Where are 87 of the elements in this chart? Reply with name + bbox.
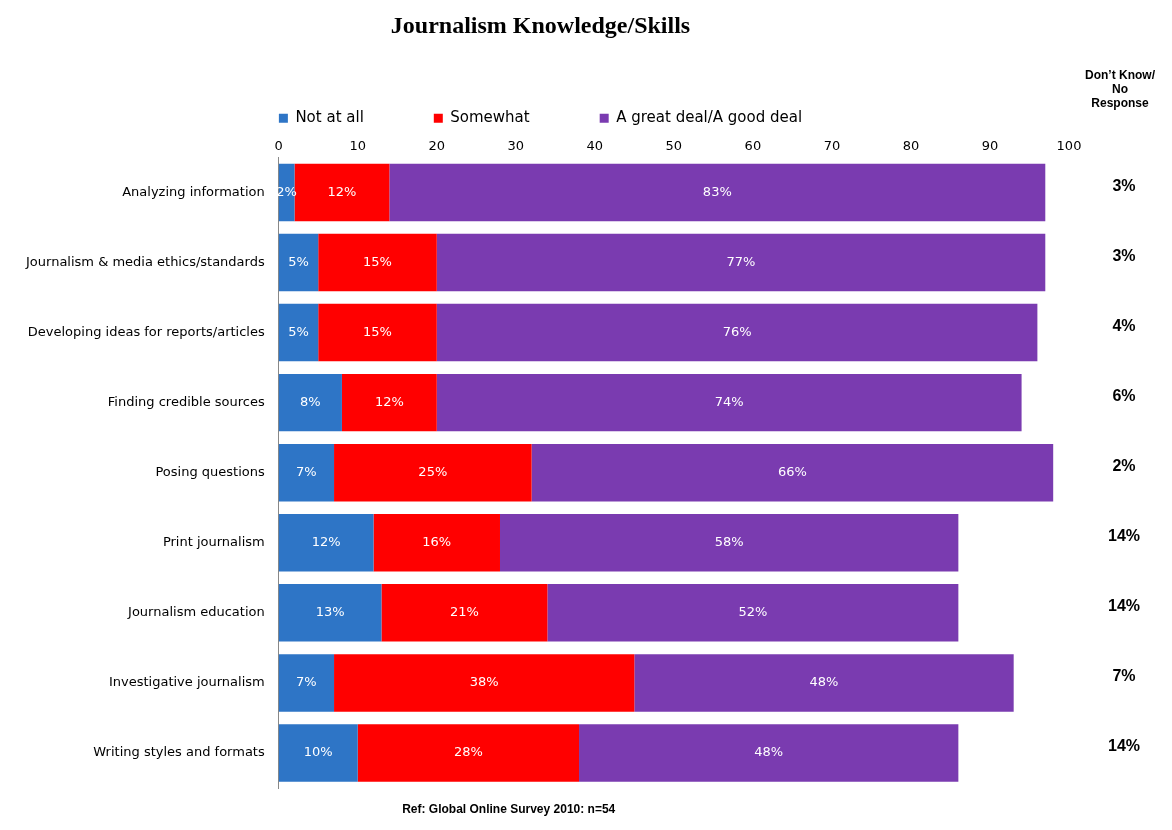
x-tick-label: 100 — [1056, 137, 1082, 153]
data-label: 76% — [722, 323, 752, 339]
bar — [278, 724, 358, 782]
bar — [278, 233, 319, 292]
bar — [278, 654, 335, 712]
y-tick-label: Print journalism — [162, 534, 265, 550]
data-label: 58% — [714, 534, 744, 550]
x-tick-label: 40 — [586, 137, 604, 153]
data-label: 25% — [418, 464, 448, 480]
y-tick-label: Journalism education — [127, 604, 265, 620]
data-label: 7% — [296, 674, 317, 690]
bar — [634, 654, 1014, 712]
data-label: 5% — [288, 323, 309, 339]
bar — [334, 443, 532, 502]
text: 14% — [1107, 597, 1141, 615]
chart-title: Journalism Knowledge/Skills — [390, 11, 691, 38]
y-tick-label: Developing ideas for reports/articles — [27, 323, 265, 339]
y-tick-label: Posing questions — [155, 464, 265, 480]
x-tick-label: 50 — [665, 137, 683, 153]
bar — [547, 584, 959, 642]
data-label: 8% — [300, 394, 321, 410]
text: Don’t Know/ No Response — [1085, 68, 1156, 111]
y-tick-label: Journalism & media ethics/standards — [25, 253, 265, 269]
data-label: 77% — [726, 253, 756, 269]
data-label: 66% — [777, 464, 807, 480]
x-tick-label: 80 — [902, 137, 920, 153]
data-label: 10% — [303, 744, 333, 760]
legend-label: Not at all — [295, 108, 364, 127]
bar — [294, 163, 390, 222]
data-label: 15% — [363, 253, 392, 269]
x-tick-label: 70 — [823, 137, 841, 153]
text: 2% — [1112, 457, 1136, 475]
bar — [278, 514, 374, 572]
data-label: 5% — [288, 253, 309, 269]
y-tick-label: Finding credible sources — [107, 394, 265, 410]
bar — [278, 373, 342, 432]
bar — [278, 584, 382, 642]
data-label: 52% — [738, 604, 768, 620]
text: 14% — [1107, 737, 1141, 755]
x-tick-label: 0 — [274, 137, 283, 153]
bar — [318, 303, 437, 362]
bar — [278, 303, 319, 362]
bar — [357, 724, 580, 782]
data-label: 28% — [453, 744, 483, 760]
data-label: 15% — [363, 323, 392, 339]
bar — [436, 303, 1038, 362]
y-tick-label: Writing styles and formats — [93, 744, 265, 760]
x-tick-label: 20 — [428, 137, 446, 153]
text: 7% — [1112, 667, 1136, 685]
text: 3% — [1112, 246, 1136, 264]
data-label: 12% — [311, 534, 341, 550]
data-label: 74% — [714, 394, 744, 410]
text: Ref: Global Online Survey 2010: n=54 — [402, 802, 616, 817]
bar — [278, 443, 335, 502]
bar — [436, 233, 1046, 292]
data-label: 83% — [702, 183, 732, 199]
bar — [334, 654, 635, 712]
bar — [318, 233, 437, 292]
x-tick-label: 60 — [744, 137, 762, 153]
bar — [373, 514, 500, 572]
data-label: 16% — [422, 534, 452, 550]
data-label: 48% — [809, 674, 839, 690]
text: 14% — [1107, 527, 1141, 545]
data-label: 12% — [374, 394, 404, 410]
bar — [436, 373, 1022, 432]
data-label: 12% — [327, 183, 357, 199]
data-label: 7% — [296, 464, 317, 480]
bar — [579, 724, 959, 782]
bar — [341, 373, 437, 432]
data-label: 21% — [449, 604, 479, 620]
bar — [531, 443, 1054, 502]
bar — [500, 514, 959, 572]
y-tick-label: Investigative journalism — [108, 674, 265, 690]
data-label: 38% — [469, 674, 499, 690]
data-label: 13% — [315, 604, 345, 620]
text: 6% — [1112, 387, 1136, 405]
x-tick-label: 10 — [349, 137, 367, 153]
text: 4% — [1112, 316, 1136, 334]
x-tick-label: 30 — [507, 137, 525, 153]
bar — [381, 584, 548, 642]
legend-label: Somewhat — [450, 108, 530, 127]
data-label: 48% — [754, 744, 784, 760]
bar — [389, 163, 1046, 222]
legend-label: A great deal/A good deal — [616, 108, 803, 127]
x-tick-label: 90 — [981, 137, 999, 153]
text: 3% — [1112, 176, 1136, 194]
y-tick-label: Analyzing information — [122, 183, 265, 199]
